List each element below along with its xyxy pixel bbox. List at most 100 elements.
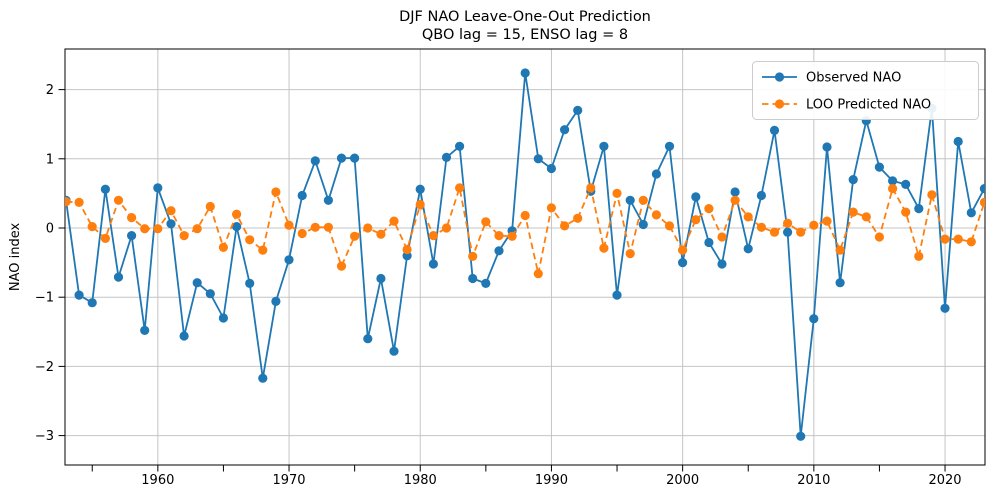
series-line-0	[65, 72, 985, 438]
data-point-observed-nao-1970	[284, 255, 294, 265]
data-point-loo-predicted-nao-2017	[901, 207, 911, 217]
data-point-observed-nao-1967	[245, 278, 255, 288]
y-tick-label: 1	[46, 152, 54, 167]
data-point-observed-nao-1960	[153, 183, 163, 193]
data-point-observed-nao-1975	[350, 153, 360, 163]
series-group	[65, 68, 985, 441]
data-point-observed-nao-1972	[310, 156, 320, 166]
data-point-observed-nao-2020	[940, 303, 950, 313]
data-point-loo-predicted-nao-1969	[271, 187, 281, 197]
data-point-observed-nao-1973	[323, 195, 333, 205]
data-point-loo-predicted-nao-1958	[127, 213, 137, 223]
data-point-observed-nao-1990	[546, 163, 557, 174]
data-point-loo-predicted-nao-1975	[350, 231, 360, 241]
data-point-observed-nao-2004	[730, 187, 740, 197]
data-point-loo-predicted-nao-1953	[65, 197, 71, 207]
data-point-observed-nao-1977	[376, 273, 386, 284]
data-point-loo-predicted-nao-2007	[769, 227, 780, 237]
data-point-observed-nao-1991	[560, 125, 570, 135]
x-tick-label: 1980	[404, 473, 437, 488]
data-point-loo-predicted-nao-1961	[166, 206, 176, 216]
data-point-observed-nao-1955	[87, 298, 97, 308]
data-point-loo-predicted-nao-2015	[874, 232, 885, 242]
legend-marker-predicted	[774, 99, 785, 109]
data-point-observed-nao-1954	[74, 290, 84, 300]
data-point-observed-nao-2001	[691, 192, 701, 202]
data-point-observed-nao-2018	[914, 204, 924, 214]
data-point-loo-predicted-nao-2001	[691, 215, 701, 225]
data-point-loo-predicted-nao-1988	[520, 210, 530, 221]
data-point-observed-nao-1963	[192, 278, 202, 288]
data-point-loo-predicted-nao-1962	[179, 231, 189, 241]
data-point-observed-nao-1984	[468, 273, 478, 284]
data-point-observed-nao-2023	[979, 184, 985, 194]
data-point-observed-nao-1995	[612, 290, 622, 300]
data-point-loo-predicted-nao-1995	[612, 188, 622, 198]
x-tick-label: 1960	[141, 473, 174, 488]
data-point-loo-predicted-nao-1997	[638, 195, 648, 205]
data-point-loo-predicted-nao-1993	[586, 183, 596, 193]
data-point-observed-nao-2000	[678, 258, 688, 268]
data-point-loo-predicted-nao-2013	[848, 207, 858, 217]
data-point-observed-nao-2012	[835, 278, 845, 288]
data-point-loo-predicted-nao-1987	[507, 231, 517, 241]
data-point-observed-nao-1957	[113, 272, 124, 282]
y-axis-label: NAO index	[8, 223, 23, 292]
data-point-loo-predicted-nao-1960	[153, 224, 163, 234]
data-point-observed-nao-1983	[455, 141, 465, 151]
legend-marker-observed	[774, 72, 785, 82]
data-point-loo-predicted-nao-1977	[376, 229, 386, 239]
y-tick-label: 2	[46, 83, 54, 98]
data-point-observed-nao-2010	[809, 314, 819, 324]
data-point-loo-predicted-nao-1966	[232, 209, 242, 219]
data-point-loo-predicted-nao-1955	[87, 222, 97, 232]
chart-subtitle: QBO lag = 15, ENSO lag = 8	[422, 27, 628, 43]
x-tick-label: 1970	[272, 473, 305, 488]
data-point-loo-predicted-nao-1999	[664, 221, 675, 231]
y-tick-label: −3	[35, 429, 54, 444]
data-point-loo-predicted-nao-1996	[625, 249, 635, 259]
data-point-loo-predicted-nao-2003	[717, 232, 727, 242]
data-point-observed-nao-2005	[743, 244, 753, 254]
data-point-loo-predicted-nao-1990	[546, 203, 557, 213]
axis-tick-labels: 1960 1970 1980 1990 2000 2010 2020 −3 −2 −1 0 1 2	[35, 83, 962, 488]
data-point-observed-nao-2016	[888, 176, 898, 186]
data-point-loo-predicted-nao-2000	[678, 245, 688, 255]
data-point-observed-nao-1964	[205, 289, 215, 299]
data-point-loo-predicted-nao-1998	[651, 210, 662, 220]
data-point-observed-nao-1969	[271, 296, 281, 306]
data-point-loo-predicted-nao-2006	[756, 222, 767, 232]
data-point-observed-nao-1985	[481, 278, 491, 288]
data-point-observed-nao-1989	[533, 154, 543, 164]
y-tick-label: −2	[35, 360, 54, 375]
data-point-loo-predicted-nao-1994	[599, 243, 609, 253]
data-point-loo-predicted-nao-1954	[74, 197, 84, 207]
data-point-observed-nao-1981	[428, 259, 438, 269]
data-point-observed-nao-2008	[783, 227, 793, 237]
data-point-observed-nao-2003	[717, 259, 727, 269]
data-point-observed-nao-1976	[363, 334, 373, 344]
data-point-loo-predicted-nao-2008	[783, 218, 793, 228]
data-point-loo-predicted-nao-1989	[533, 269, 543, 279]
data-point-loo-predicted-nao-1976	[363, 223, 373, 233]
data-point-observed-nao-1994	[599, 141, 609, 151]
data-point-observed-nao-1996	[625, 195, 635, 205]
data-point-loo-predicted-nao-1974	[336, 261, 347, 271]
data-point-loo-predicted-nao-1978	[389, 216, 399, 226]
data-point-observed-nao-1998	[651, 169, 662, 179]
data-point-loo-predicted-nao-2019	[927, 190, 937, 200]
x-tick-label: 2010	[797, 473, 830, 488]
data-point-loo-predicted-nao-2011	[822, 216, 832, 226]
data-point-observed-nao-1980	[415, 184, 425, 194]
data-point-observed-nao-1959	[140, 325, 150, 335]
x-tick-label: 2000	[666, 473, 699, 488]
y-tick-label: −1	[35, 291, 54, 306]
data-point-observed-nao-1966	[232, 222, 242, 232]
data-point-observed-nao-2022	[966, 208, 976, 218]
data-point-observed-nao-1956	[100, 184, 110, 194]
x-tick-label: 1990	[535, 473, 568, 488]
data-point-loo-predicted-nao-1979	[402, 244, 412, 255]
data-point-observed-nao-1992	[573, 105, 583, 115]
